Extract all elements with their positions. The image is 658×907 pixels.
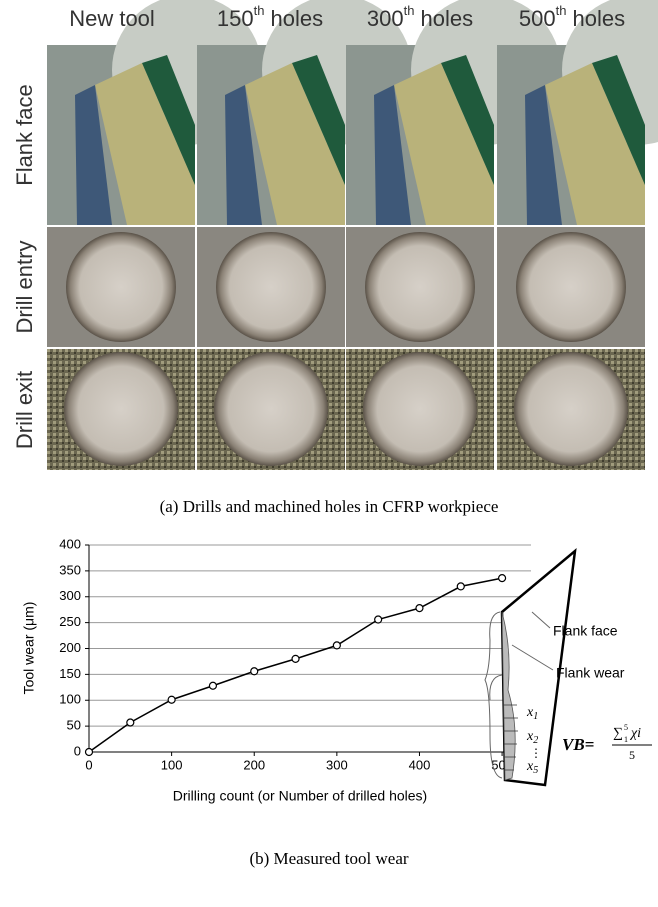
diagram-label: Flank face bbox=[553, 623, 618, 639]
data-point bbox=[168, 696, 175, 703]
data-point bbox=[209, 682, 216, 689]
y-tick-label: 150 bbox=[59, 666, 81, 681]
diagram-label: Flank wear bbox=[556, 665, 625, 681]
x-axis-label: Drilling count (or Number of drilled hol… bbox=[173, 788, 427, 804]
row-label: Flank face bbox=[12, 84, 37, 186]
column-header: 500th holes bbox=[519, 3, 625, 30]
y-axis-label: Tool wear (μm) bbox=[21, 602, 37, 695]
y-tick-label: 200 bbox=[59, 640, 81, 655]
formula-den: 5 bbox=[629, 748, 635, 762]
data-point bbox=[375, 616, 382, 623]
x-tick-label: 300 bbox=[326, 757, 348, 772]
data-point bbox=[333, 642, 340, 649]
formula: VB= ∑ 5 1 χi 5 bbox=[562, 723, 652, 762]
y-tick-label: 300 bbox=[59, 588, 81, 603]
data-point bbox=[457, 583, 464, 590]
formula-lhs: VB= bbox=[562, 735, 594, 754]
formula-sum: ∑ bbox=[613, 726, 623, 741]
column-header: New tool bbox=[69, 6, 155, 31]
formula-sup: 5 bbox=[624, 723, 628, 732]
y-tick-label: 400 bbox=[59, 536, 81, 551]
caption: (b) Measured tool wear bbox=[249, 849, 408, 868]
figure: New tool 150th holes 300th holes 500th h… bbox=[0, 0, 658, 907]
column-header: 150th holes bbox=[217, 3, 323, 30]
data-point bbox=[86, 749, 93, 756]
y-tick-label: 50 bbox=[67, 718, 81, 733]
x-tick-label: 100 bbox=[161, 757, 183, 772]
data-point bbox=[251, 668, 258, 675]
data-point bbox=[416, 605, 423, 612]
data-point bbox=[499, 575, 506, 582]
x-tick-label: 200 bbox=[243, 757, 265, 772]
x-tick-label: 0 bbox=[85, 757, 92, 772]
formula-term: χi bbox=[629, 726, 641, 741]
data-point bbox=[292, 655, 299, 662]
row-label: Drill entry bbox=[12, 241, 37, 334]
photos bbox=[47, 0, 658, 470]
row-label: Drill exit bbox=[12, 371, 37, 449]
caption: (a) Drills and machined holes in CFRP wo… bbox=[160, 497, 499, 516]
y-tick-label: 0 bbox=[74, 743, 81, 758]
x-tick-label: 400 bbox=[409, 757, 431, 772]
ellipsis: ⋮ bbox=[530, 746, 542, 760]
y-tick-label: 250 bbox=[59, 614, 81, 629]
y-tick-label: 100 bbox=[59, 692, 81, 707]
data-point bbox=[127, 719, 134, 726]
formula-sub: 1 bbox=[624, 735, 628, 744]
column-header: 300th holes bbox=[367, 3, 473, 30]
y-tick-label: 350 bbox=[59, 562, 81, 577]
